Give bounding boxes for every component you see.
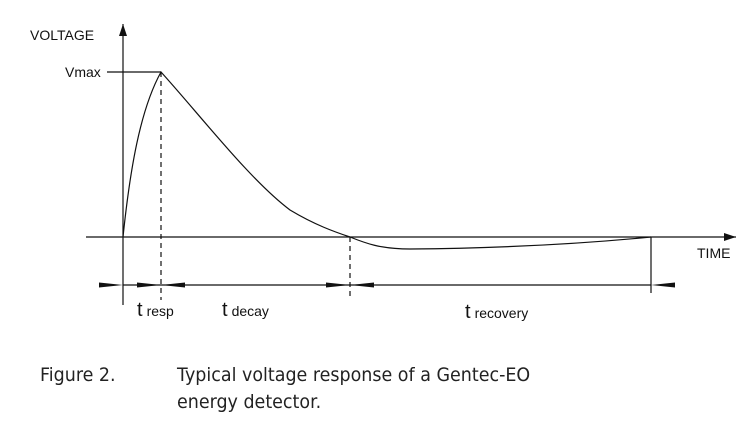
t-recovery-label: t recovery (465, 301, 528, 323)
caption-line-1: Typical voltage response of a Gentec-EO (177, 364, 531, 386)
t-resp-label: t resp (137, 299, 174, 321)
caption-line-2: energy detector. (177, 391, 322, 413)
figure-number: Figure 2. (40, 364, 116, 386)
y-axis-label: VOLTAGE (30, 27, 94, 43)
vmax-label: Vmax (65, 64, 101, 80)
response-curve (122, 70, 652, 250)
x-axis-label: TIME (697, 245, 730, 261)
t-decay-label: t decay (222, 299, 269, 321)
